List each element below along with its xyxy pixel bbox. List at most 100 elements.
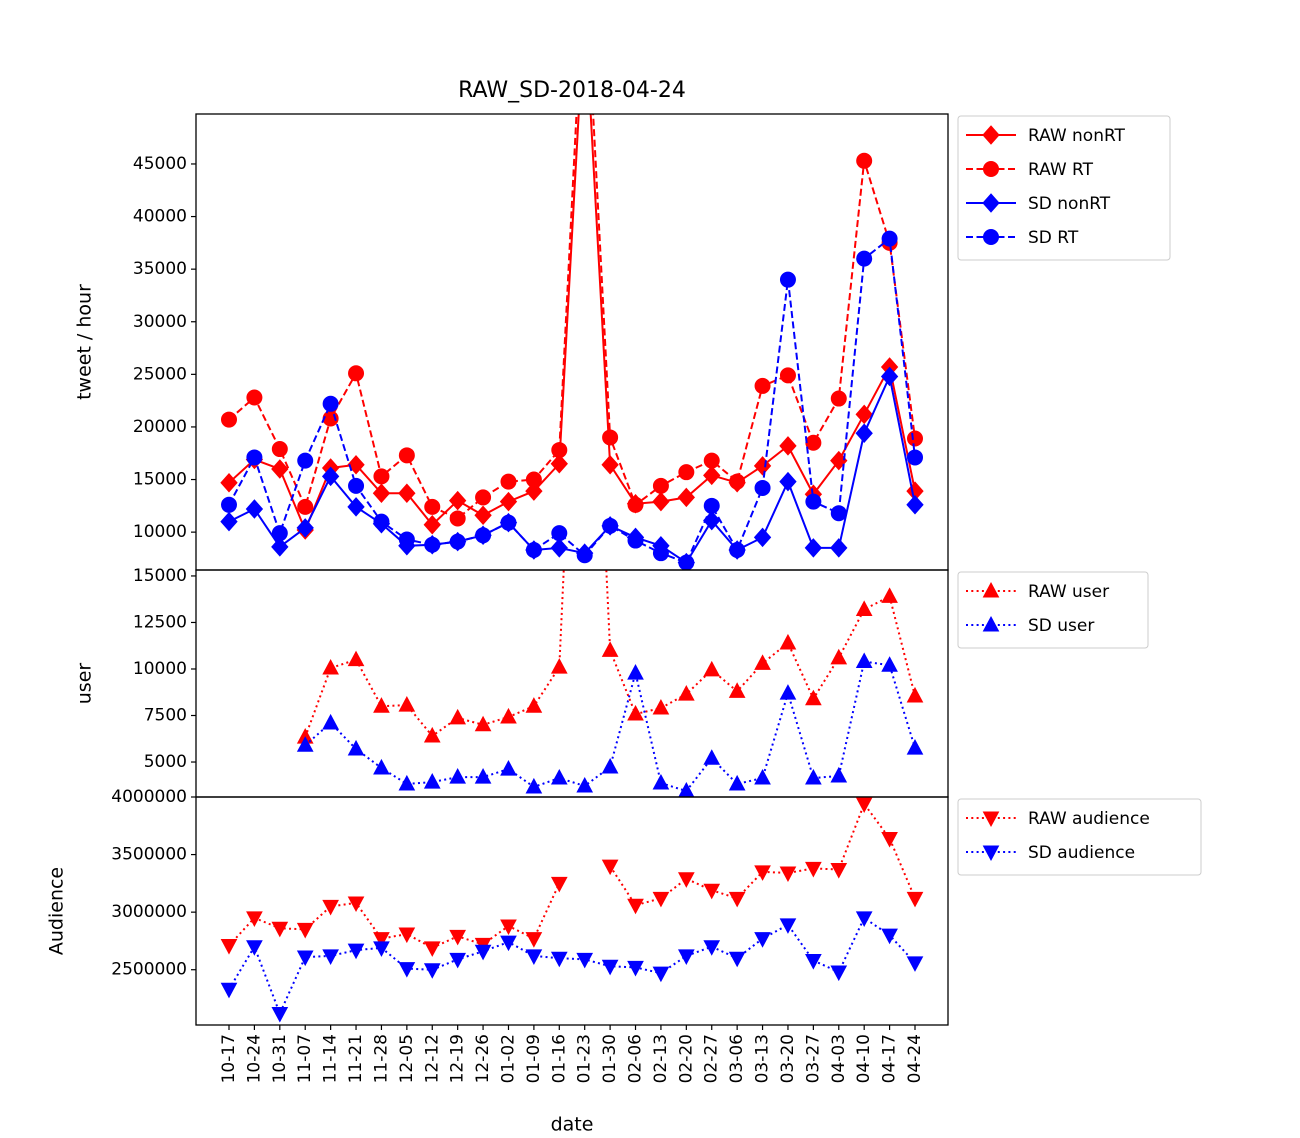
- legend-box: [957, 798, 1202, 876]
- marker: [881, 831, 898, 848]
- x-tick-label: 04-10: [854, 1034, 874, 1083]
- marker: [703, 660, 721, 677]
- marker: [779, 633, 797, 650]
- marker: [500, 919, 517, 936]
- marker: [830, 863, 848, 879]
- x-tick-label: 01-16: [549, 1034, 569, 1083]
- marker: [499, 491, 518, 512]
- x-tick-label: 02-20: [676, 1034, 696, 1083]
- marker: [779, 471, 797, 492]
- marker: [728, 774, 746, 791]
- y-tick-label: 4000000: [111, 787, 187, 807]
- marker: [830, 766, 848, 783]
- plot-area: [220, 797, 924, 1023]
- marker: [881, 230, 898, 247]
- marker: [602, 517, 619, 534]
- legend-label: SD RT: [1028, 228, 1079, 248]
- legend-marker: [982, 581, 1000, 598]
- marker: [321, 466, 340, 487]
- x-tick-label: 04-17: [880, 1034, 900, 1083]
- y-tick-label: 25000: [133, 364, 187, 384]
- marker: [448, 490, 467, 511]
- marker: [805, 768, 822, 785]
- marker: [347, 497, 365, 517]
- marker: [551, 442, 568, 459]
- series-line: [228, 236, 916, 564]
- marker: [728, 891, 746, 908]
- x-tick-label: 03-27: [803, 1034, 823, 1083]
- marker: [423, 963, 441, 979]
- marker: [856, 152, 873, 169]
- marker: [525, 471, 542, 488]
- marker: [678, 781, 695, 797]
- legend-marker: [982, 125, 1000, 145]
- x-tick-label: 10-31: [270, 1034, 290, 1083]
- plot-area: [220, 114, 924, 570]
- marker: [525, 481, 543, 501]
- marker: [677, 872, 695, 888]
- marker: [906, 495, 924, 515]
- marker: [627, 898, 644, 915]
- marker: [347, 650, 365, 667]
- marker: [907, 449, 923, 466]
- marker: [830, 965, 848, 982]
- marker: [677, 487, 696, 508]
- x-tick-label: 03-06: [727, 1034, 747, 1083]
- marker: [652, 966, 670, 983]
- marker: [322, 899, 339, 916]
- legend-marker: [983, 161, 999, 177]
- marker: [449, 708, 467, 725]
- series-line: [228, 916, 916, 1017]
- marker: [550, 538, 568, 558]
- marker: [347, 896, 365, 912]
- marker: [398, 962, 416, 978]
- marker: [449, 929, 467, 946]
- marker: [906, 739, 924, 755]
- marker: [221, 496, 237, 513]
- marker: [855, 652, 873, 669]
- marker: [652, 773, 670, 790]
- marker: [220, 939, 238, 955]
- marker: [627, 960, 644, 977]
- marker: [779, 271, 796, 288]
- marker: [373, 758, 390, 775]
- marker: [449, 768, 467, 784]
- marker: [830, 538, 848, 558]
- legend-marker: [982, 845, 1000, 862]
- marker: [347, 739, 365, 756]
- marker: [677, 685, 695, 701]
- marker: [246, 911, 263, 927]
- marker: [296, 950, 314, 967]
- x-tick-label: 03-20: [778, 1034, 798, 1083]
- chart-title: RAW_SD-2018-04-24: [458, 78, 686, 103]
- marker: [703, 940, 721, 956]
- marker: [753, 456, 772, 476]
- marker: [220, 472, 238, 493]
- marker: [525, 949, 543, 965]
- marker: [627, 704, 644, 721]
- legend-marker: [982, 615, 1000, 632]
- marker: [855, 600, 873, 616]
- marker: [347, 455, 365, 475]
- marker: [373, 697, 390, 713]
- marker: [754, 654, 771, 670]
- marker: [703, 497, 720, 514]
- marker: [398, 447, 415, 464]
- marker: [754, 768, 771, 785]
- marker: [830, 505, 847, 522]
- marker: [855, 797, 873, 813]
- marker: [576, 776, 594, 793]
- marker: [855, 404, 873, 425]
- marker: [652, 699, 670, 715]
- axes-frame: [195, 796, 949, 1026]
- marker: [754, 377, 771, 394]
- marker: [779, 436, 797, 456]
- x-axis-label: date: [551, 1114, 594, 1136]
- marker: [474, 715, 492, 732]
- marker: [703, 465, 721, 486]
- marker: [728, 682, 746, 698]
- marker: [500, 760, 517, 776]
- marker: [474, 944, 492, 961]
- marker: [398, 531, 415, 548]
- x-tick-label: 04-24: [905, 1034, 925, 1083]
